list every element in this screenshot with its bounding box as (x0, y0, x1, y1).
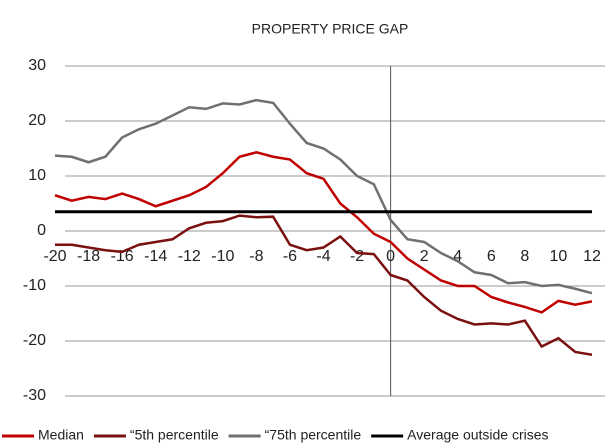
x-tick-label: -14 (144, 248, 167, 265)
x-tick-label: -2 (350, 248, 364, 265)
x-tick-label: -4 (316, 248, 330, 265)
x-tick-label: -12 (178, 248, 201, 265)
x-tick-label: 6 (487, 248, 496, 265)
y-tick-label: 20 (28, 112, 46, 129)
x-tick-label: -10 (211, 248, 234, 265)
legend-label: Median (38, 427, 84, 443)
x-tick-label: -8 (249, 248, 263, 265)
x-tick-label: -18 (77, 248, 100, 265)
legend-label: Average outside crises (407, 427, 548, 443)
x-tick-label: 4 (453, 248, 462, 265)
x-tick-label: -6 (283, 248, 297, 265)
x-tick-label: 0 (386, 248, 395, 265)
y-tick-label: -30 (23, 387, 46, 404)
series-line (54, 151, 593, 314)
x-tick-label: -20 (43, 248, 66, 265)
y-tick-label: -20 (23, 332, 46, 349)
y-tick-label: 10 (28, 167, 46, 184)
legend-label: “75th percentile (265, 427, 362, 443)
y-tick-label: -10 (23, 277, 46, 294)
x-tick-label: 8 (520, 248, 529, 265)
series-line (54, 98, 593, 295)
y-tick-label: 0 (37, 222, 46, 239)
chart-title: PROPERTY PRICE GAP (252, 21, 409, 37)
x-tick-label: 12 (583, 248, 601, 265)
x-tick-label: 2 (420, 248, 429, 265)
y-tick-label: 30 (28, 57, 46, 74)
series-line (55, 214, 593, 356)
x-tick-label: 10 (550, 248, 568, 265)
legend-label: “5th percentile (130, 427, 219, 443)
